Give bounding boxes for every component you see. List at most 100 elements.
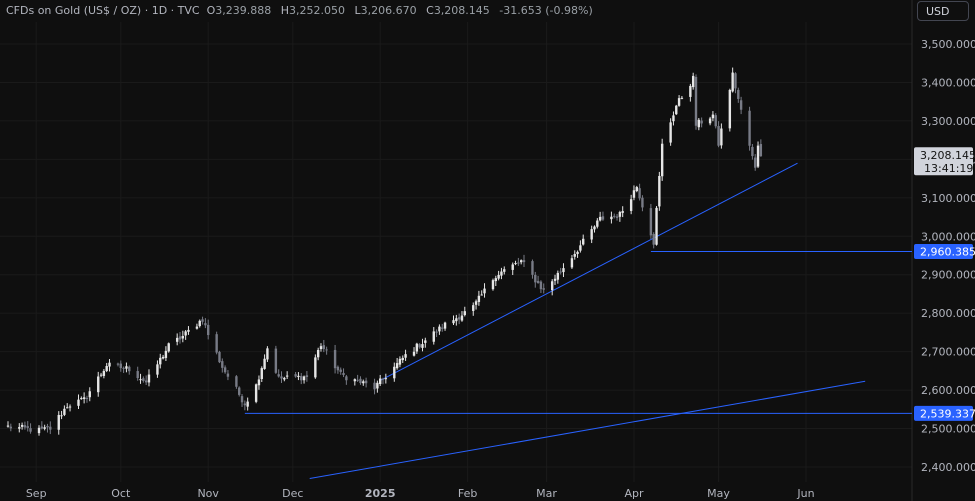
candle-body (756, 145, 760, 167)
support-1-tag-text: 2,960.385 (920, 246, 975, 259)
candle-body (539, 281, 543, 290)
candle-body (20, 424, 24, 427)
candle-body (669, 122, 672, 143)
x-tick-label: Dec (282, 487, 303, 500)
currency-button[interactable]: USD (917, 1, 969, 21)
candle-body (373, 382, 376, 390)
candle-body (720, 128, 723, 146)
high-value: 3,252.050 (289, 4, 345, 17)
candle-body (514, 263, 517, 265)
candle-body (223, 367, 227, 373)
candle-body (550, 281, 554, 291)
candle-body (629, 199, 633, 211)
candle-body (542, 288, 545, 290)
candle-body (717, 126, 720, 146)
candle-body (412, 351, 416, 356)
candle-body (164, 350, 168, 358)
x-tick-label: Jun (796, 487, 814, 500)
candle-body (680, 97, 684, 99)
candle-body (497, 274, 500, 279)
candle-body (139, 379, 142, 381)
candle-body (161, 356, 165, 359)
candle-body (257, 379, 261, 386)
trendline (379, 162, 798, 381)
candle-body (283, 377, 286, 380)
candle-body (731, 72, 734, 92)
candle-body (751, 146, 754, 157)
candle-body (181, 336, 185, 339)
candle-body (57, 414, 60, 430)
candle-body (266, 348, 269, 360)
candle-body (128, 366, 131, 372)
candle-body (503, 269, 506, 272)
candle-body (46, 426, 49, 428)
candle-body (378, 378, 382, 385)
candle-body (122, 367, 125, 369)
candle-body (424, 340, 427, 343)
candle-body (573, 254, 576, 257)
candle-body (381, 378, 385, 380)
candle-body (553, 278, 557, 281)
candle-body (739, 100, 743, 110)
candle-body (88, 391, 91, 398)
candle-body (601, 216, 605, 220)
candle-body (125, 366, 128, 369)
candle-body (570, 258, 574, 268)
candle-body (206, 324, 210, 336)
candle-body (187, 329, 190, 332)
candle-body (235, 376, 238, 387)
y-tick-label: 2,800.000 (921, 307, 975, 320)
candle-body (649, 208, 653, 236)
y-tick-label: 3,400.000 (921, 76, 975, 89)
candle-body (404, 354, 407, 358)
candle-body (395, 363, 399, 369)
candle-body (99, 374, 103, 376)
candle-body (85, 398, 89, 400)
candle-body (754, 157, 757, 168)
candle-body (660, 143, 664, 177)
candle-body (215, 334, 218, 353)
candle-body (167, 343, 170, 352)
candle-body (483, 288, 486, 294)
candle-body (336, 366, 340, 371)
candle-body (635, 187, 638, 192)
x-axis: Sep Oct Nov Dec 2025 Feb Mar Apr May Jun (26, 487, 815, 500)
candle-body (142, 378, 145, 382)
candle-body (195, 326, 199, 329)
close-label: C (426, 4, 434, 17)
candle-body (80, 398, 83, 400)
candle-body (274, 348, 278, 373)
candle-body (66, 407, 69, 409)
candle-body (590, 229, 593, 240)
x-tick-label: Nov (197, 487, 219, 500)
y-axis: 2,400.000 2,500.000 2,600.000 2,700.000 2,80… (921, 38, 975, 474)
candle-body (472, 305, 475, 311)
candle-body (452, 320, 455, 324)
candle-body (325, 349, 328, 351)
candle-body (147, 374, 151, 383)
candle-body (333, 349, 337, 369)
candle-body (432, 331, 435, 342)
candle-body (759, 144, 763, 157)
x-tick-label: Sep (26, 487, 47, 500)
candle-body (610, 216, 613, 220)
candle-body (748, 110, 751, 146)
candle-body (677, 98, 681, 106)
candle-body (105, 366, 108, 372)
candle-body (463, 311, 466, 316)
candle-body (559, 271, 562, 273)
y-tick-label: 2,700.000 (921, 346, 975, 359)
open-label: O (206, 4, 216, 17)
candle-body (263, 358, 266, 369)
candle-body (613, 215, 616, 217)
candle-body (238, 387, 241, 395)
candle-body (655, 207, 658, 245)
candle-body (285, 375, 289, 377)
countdown-text: 13:41:19 (924, 162, 973, 175)
candle-body (534, 274, 537, 283)
candle-body (175, 337, 179, 342)
candle-body (23, 425, 27, 428)
candle-body (562, 268, 565, 273)
